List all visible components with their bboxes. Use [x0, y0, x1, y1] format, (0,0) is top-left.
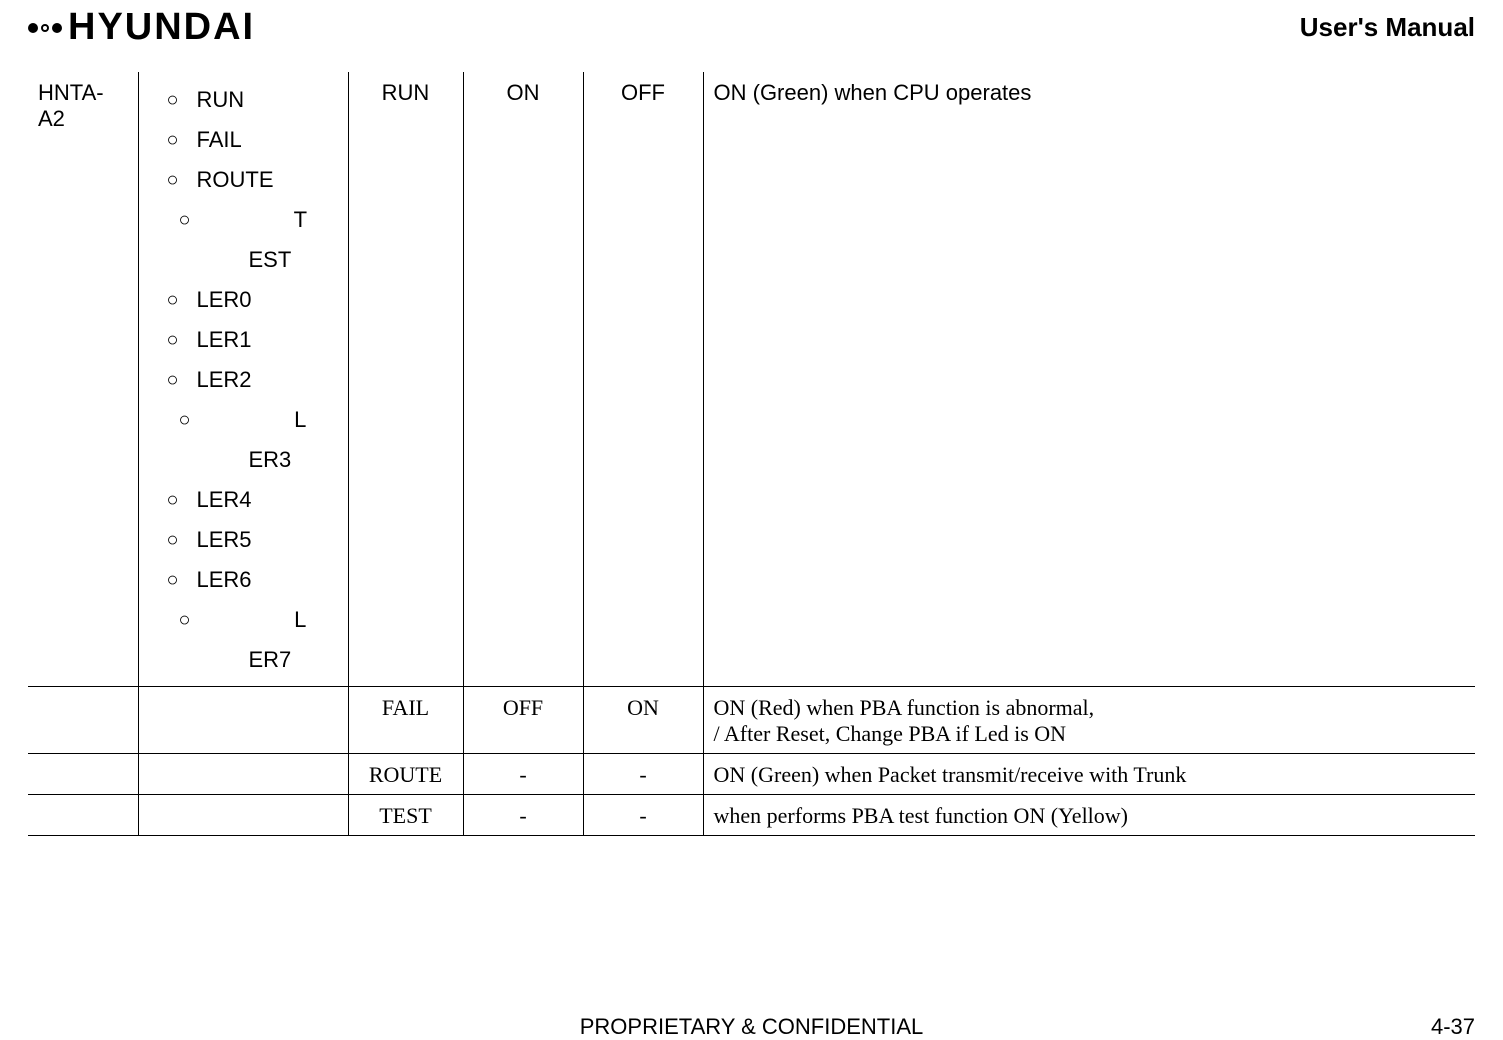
bullet-icon: ○	[149, 560, 197, 600]
led-label-wrap: EST	[149, 240, 338, 280]
cell-description: when performs PBA test function ON (Yell…	[703, 795, 1475, 836]
led-label: LER5	[197, 520, 338, 560]
led-label: LER0	[197, 280, 338, 320]
led-item: ○RUN	[149, 80, 338, 120]
bullet-icon: ○	[149, 520, 197, 560]
led-label-wrap: ER3	[149, 440, 338, 480]
cell-led-name: RUN	[348, 72, 463, 687]
bullet-icon: ○	[149, 320, 197, 360]
footer-confidential: PROPRIETARY & CONFIDENTIAL	[580, 1014, 924, 1040]
cell-normal: -	[463, 795, 583, 836]
cell-led-name: TEST	[348, 795, 463, 836]
manual-title: User's Manual	[1300, 6, 1475, 43]
cell-description: ON (Red) when PBA function is abnormal,/…	[703, 687, 1475, 754]
bullet-icon: ○	[149, 600, 209, 640]
cell-normal: -	[463, 754, 583, 795]
bullet-icon: ○	[149, 280, 197, 320]
bullet-icon: ○	[149, 120, 197, 160]
cell-description: ON (Green) when Packet transmit/receive …	[703, 754, 1475, 795]
bullet-icon: ○	[149, 160, 197, 200]
page-header: HYUNDAI User's Manual	[28, 0, 1475, 72]
brand-logo: HYUNDAI	[28, 6, 255, 49]
led-label: LER2	[197, 360, 338, 400]
cell-abnormal: OFF	[583, 72, 703, 687]
cell-abnormal: -	[583, 754, 703, 795]
table-row: ROUTE--ON (Green) when Packet transmit/r…	[28, 754, 1475, 795]
cell-board	[28, 687, 138, 754]
bullet-icon: ○	[149, 360, 197, 400]
table-row: TEST--when performs PBA test function ON…	[28, 795, 1475, 836]
cell-led-list: ○RUN○FAIL○ROUTE○ TEST○LER0○LER1○LER2○ LE…	[138, 72, 348, 687]
bullet-icon: ○	[149, 200, 209, 240]
led-label: ROUTE	[197, 160, 338, 200]
led-item: ○LER4	[149, 480, 338, 520]
cell-board: HNTA-A2	[28, 72, 138, 687]
cell-led-name: FAIL	[348, 687, 463, 754]
led-item: ○ROUTE	[149, 160, 338, 200]
led-spec-table: HNTA-A2○RUN○FAIL○ROUTE○ TEST○LER0○LER1○L…	[28, 72, 1475, 836]
led-label: FAIL	[197, 120, 338, 160]
led-label: RUN	[197, 80, 338, 120]
footer-page-number: 4-37	[1431, 1014, 1475, 1040]
led-item: ○LER0	[149, 280, 338, 320]
led-item: ○ L	[149, 400, 338, 440]
led-label: LER6	[197, 560, 338, 600]
table-row: FAILOFFONON (Red) when PBA function is a…	[28, 687, 1475, 754]
led-item: ○ L	[149, 600, 338, 640]
led-label: L	[209, 600, 338, 640]
led-label-wrap: ER7	[149, 640, 338, 680]
cell-abnormal: ON	[583, 687, 703, 754]
cell-led-list	[138, 754, 348, 795]
led-label: LER4	[197, 480, 338, 520]
cell-led-name: ROUTE	[348, 754, 463, 795]
page: HYUNDAI User's Manual HNTA-A2○RUN○FAIL○R…	[0, 0, 1503, 1040]
led-label: L	[209, 400, 338, 440]
bullet-icon: ○	[149, 400, 209, 440]
led-item: ○ T	[149, 200, 338, 240]
bullet-icon: ○	[149, 480, 197, 520]
cell-normal: OFF	[463, 687, 583, 754]
led-item: ○LER5	[149, 520, 338, 560]
led-item: ○LER6	[149, 560, 338, 600]
led-item: ○LER2	[149, 360, 338, 400]
bullet-icon: ○	[149, 80, 197, 120]
cell-normal: ON	[463, 72, 583, 687]
table-row: HNTA-A2○RUN○FAIL○ROUTE○ TEST○LER0○LER1○L…	[28, 72, 1475, 687]
led-item: ○FAIL	[149, 120, 338, 160]
led-label: LER1	[197, 320, 338, 360]
cell-abnormal: -	[583, 795, 703, 836]
logo-dots-icon	[28, 23, 62, 33]
cell-board	[28, 754, 138, 795]
cell-led-list	[138, 795, 348, 836]
led-item: ○LER1	[149, 320, 338, 360]
cell-board	[28, 795, 138, 836]
logo-text: HYUNDAI	[68, 6, 255, 49]
cell-description: ON (Green) when CPU operates	[703, 72, 1475, 687]
cell-led-list	[138, 687, 348, 754]
led-label: T	[209, 200, 338, 240]
